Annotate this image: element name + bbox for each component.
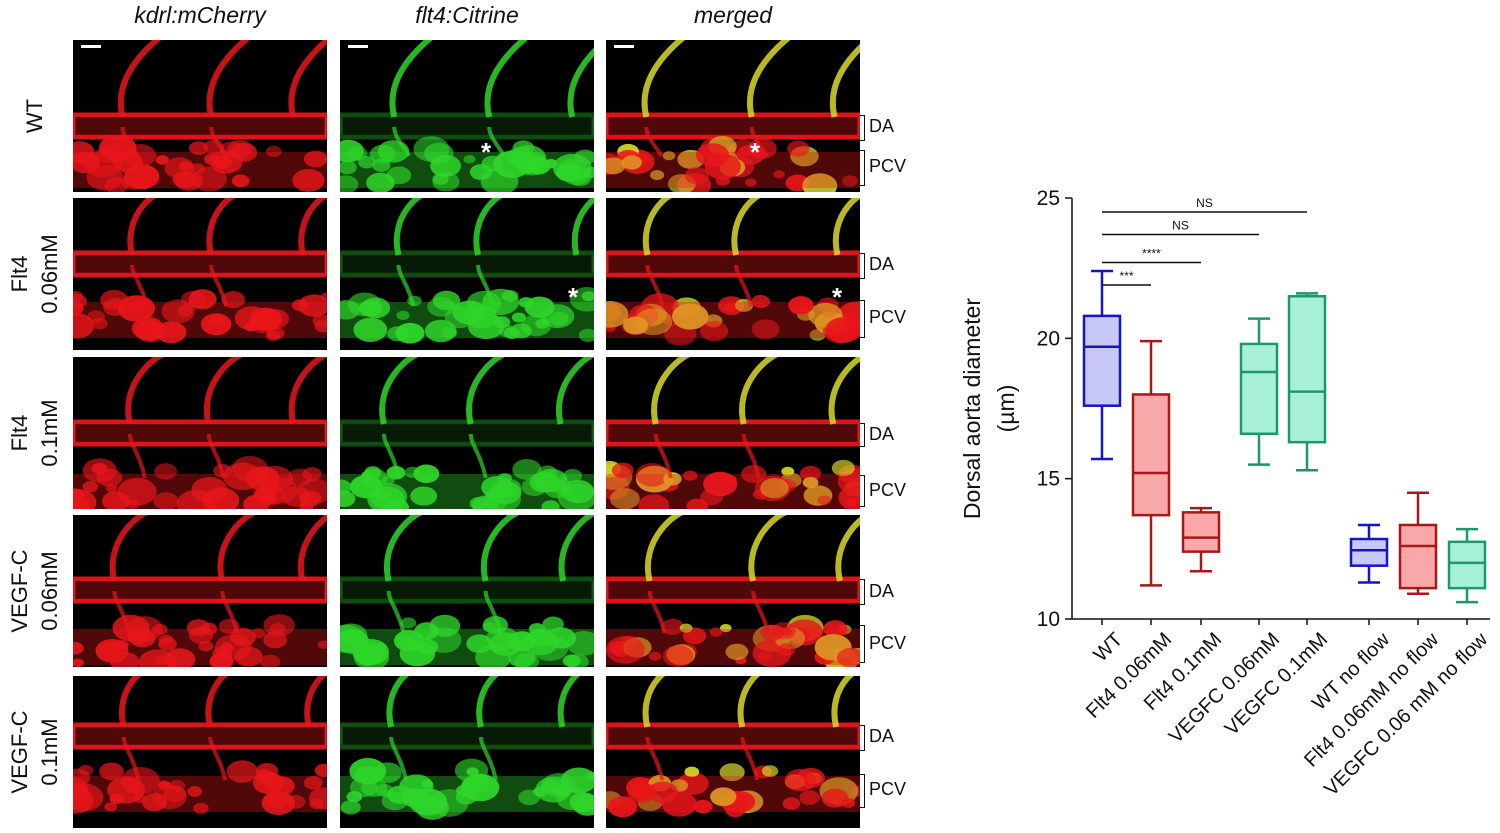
box: [1131, 393, 1171, 517]
row-label-flt4-01: Flt4 0.1mM: [7, 399, 62, 467]
pcv-label: PCV: [869, 307, 907, 327]
pcv-label: PCV: [869, 779, 907, 799]
y-tick-label: 10: [1037, 608, 1060, 631]
column-title-kdrl: kdrl:mCherry: [134, 2, 266, 28]
da-label: DA: [869, 424, 895, 444]
da-label: DA: [869, 254, 895, 274]
row-label-vegfc-01: VEGF-C 0.1mM: [7, 710, 62, 794]
microscopy-panel: [606, 357, 860, 509]
row-label-wt: WT: [22, 98, 47, 134]
da-label: DA: [869, 116, 895, 136]
microscopy-panel: [340, 357, 594, 509]
box: [1181, 511, 1221, 553]
y-tick-label: 25: [1037, 187, 1060, 210]
da-label: DA: [869, 726, 895, 746]
y-tick-label: 20: [1037, 327, 1060, 350]
box: [1349, 537, 1389, 567]
asterisk-marker: *: [750, 137, 761, 167]
significance-label: NS: [1196, 196, 1213, 210]
box: [1398, 523, 1438, 590]
column-title-flt4: flt4:Citrine: [415, 2, 519, 28]
microscopy-panel: [606, 676, 860, 828]
microscopy-panel: [340, 198, 594, 350]
pcv-label: PCV: [869, 156, 907, 176]
microscopy-panel: [340, 515, 594, 667]
significance-label: NS: [1172, 218, 1189, 232]
asterisk-marker: *: [832, 282, 843, 312]
microscopy-panel: [73, 40, 327, 192]
microscopy-panel: [606, 515, 860, 667]
significance-label: ***: [1119, 269, 1133, 283]
box: [1287, 294, 1327, 444]
microscopy-panel: [606, 40, 860, 192]
da-label: DA: [869, 581, 895, 601]
microscopy-panel: [73, 198, 327, 350]
microscopy-panel: [340, 676, 594, 828]
pcv-label: PCV: [869, 480, 907, 500]
microscopy-panel: [73, 357, 327, 509]
significance-label: ****: [1142, 247, 1161, 261]
y-axis-label: Dorsal aorta diameter (µm): [959, 298, 1019, 519]
box: [1082, 314, 1122, 407]
box: [1239, 342, 1279, 436]
pcv-label: PCV: [869, 633, 907, 653]
row-label-vegfc-006: VEGF-C 0.06mM: [7, 549, 62, 633]
y-tick-label: 15: [1037, 468, 1060, 491]
microscopy-panel: [73, 515, 327, 667]
column-title-merged: merged: [694, 2, 772, 28]
asterisk-marker: *: [481, 137, 492, 167]
microscopy-panel: [73, 676, 327, 828]
microscopy-panel: [606, 198, 860, 350]
microscopy-panel: [340, 40, 594, 192]
box: [1447, 540, 1487, 590]
x-tick-label: WT: [1090, 629, 1128, 667]
row-label-flt4-006: Flt4 0.06mM: [7, 234, 62, 314]
asterisk-marker: *: [568, 282, 579, 312]
